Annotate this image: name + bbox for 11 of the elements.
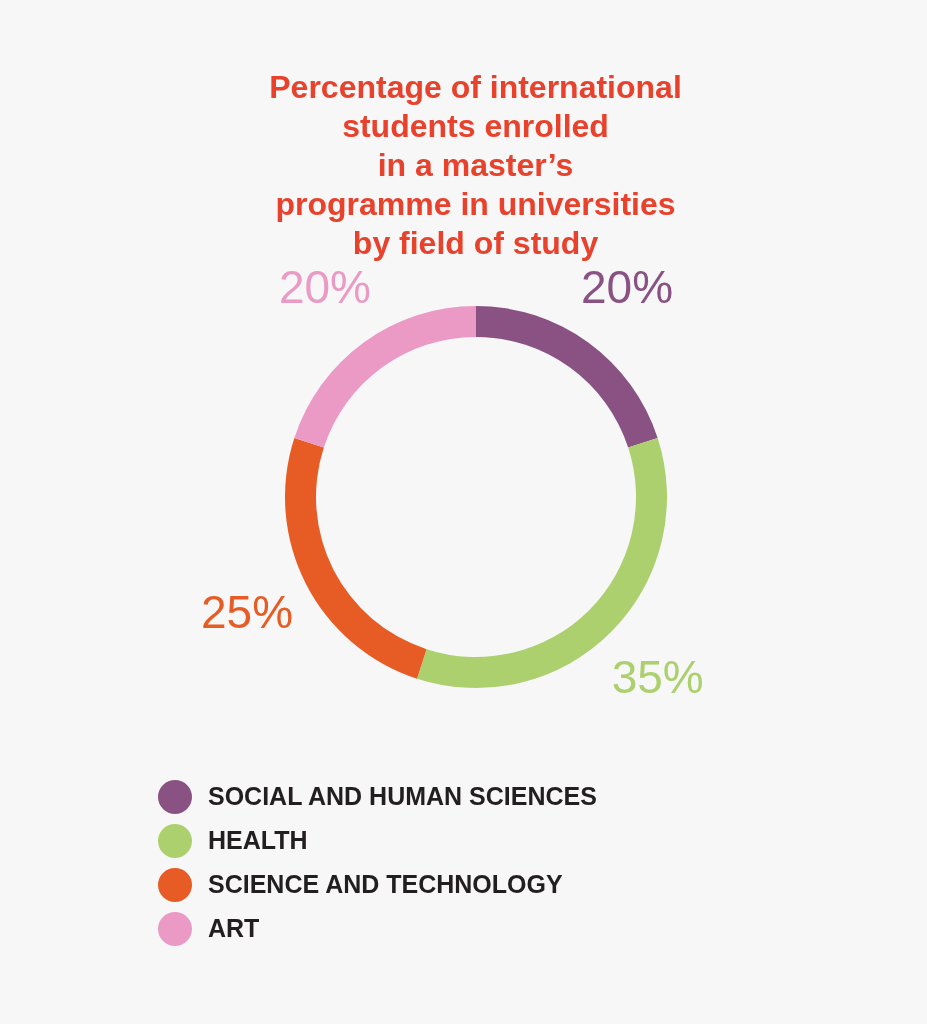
chart-title: Percentage of international students enrolled in a master’s programme in universities by field of study: [269, 69, 682, 261]
donut-slice: [476, 306, 658, 448]
data-label: 25%: [200, 585, 294, 638]
legend-label: ART: [208, 914, 260, 942]
legend-label: SOCIAL AND HUMAN SCIENCES: [208, 782, 597, 810]
data-label: 20%: [278, 261, 371, 314]
legend-label: SCIENCE AND TECHNOLOGY: [208, 870, 563, 898]
data-label: 20%: [581, 261, 674, 314]
legend-label: HEALTH: [208, 826, 308, 854]
donut-slice: [294, 306, 476, 448]
data-label: 35%: [611, 650, 704, 703]
